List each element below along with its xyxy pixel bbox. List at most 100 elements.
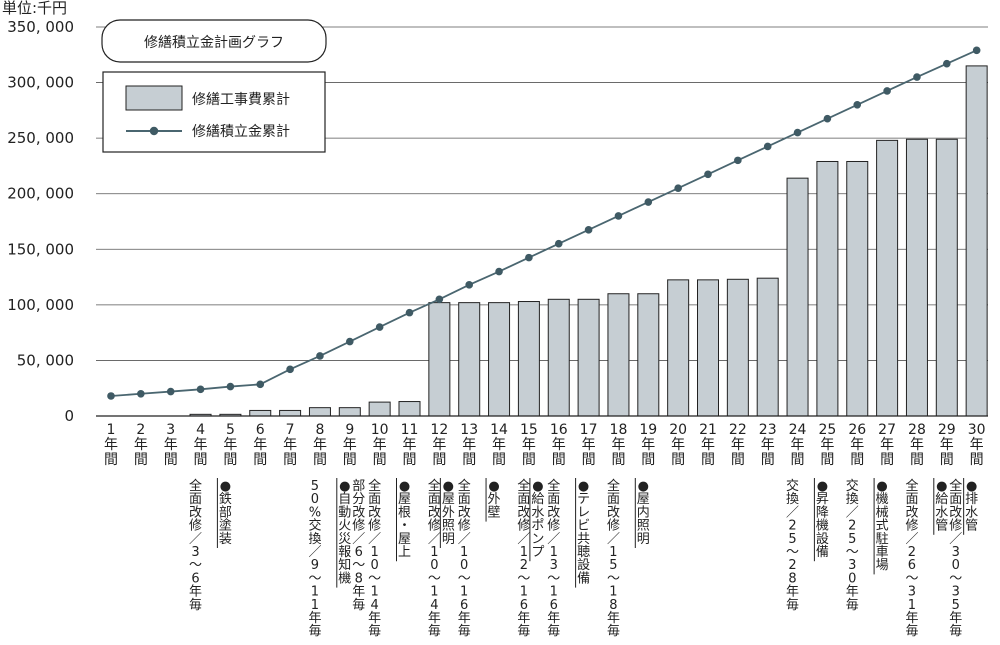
line-point bbox=[972, 46, 981, 55]
bar bbox=[607, 293, 630, 417]
bar bbox=[667, 279, 690, 417]
annotation: ●自動火災報知機 bbox=[336, 478, 351, 588]
bar-series bbox=[189, 65, 988, 417]
annotation: 全面改修／ 1 0 ～ 1 4 年毎 bbox=[368, 478, 381, 639]
line-point bbox=[734, 156, 742, 165]
bar bbox=[577, 298, 600, 417]
bar bbox=[338, 407, 361, 417]
x-tick-label: 13 年間 bbox=[460, 422, 478, 468]
bar bbox=[816, 160, 839, 417]
annotation-text: ●鉄部塗装 bbox=[219, 479, 232, 547]
line-point bbox=[405, 308, 414, 317]
x-tick-label: 1 年間 bbox=[104, 422, 118, 468]
legend: 修繕工事費累計 修繕積立金累計 bbox=[102, 71, 326, 153]
annotations: 全面改修／ 3 ～ 6 年毎 ●鉄部塗装 5 0 %交換／ 9 ～ 1 1 年毎 ●自動火災報知機部分改修／… bbox=[189, 478, 978, 639]
line-point bbox=[823, 114, 832, 123]
annotation: 交換／ 2 5 ～ 3 0 年毎 bbox=[846, 478, 859, 613]
legend-label-reserve-fund: 修繕積立金累計 bbox=[192, 124, 290, 140]
x-tick-label: 17 年間 bbox=[580, 422, 598, 468]
annotation-text: 全面改修／ 1 0 ～ 1 4 年毎 bbox=[428, 478, 441, 639]
x-tick-label: 22 年間 bbox=[729, 422, 747, 468]
x-tick-label: 3 年間 bbox=[164, 422, 178, 468]
y-tick-label: 250, 000 bbox=[7, 129, 74, 147]
y-tick-label: 200, 000 bbox=[7, 185, 74, 203]
annotation-text: 全面改修／ 3 ～ 6 年毎 bbox=[189, 478, 202, 613]
bar bbox=[905, 138, 928, 417]
annotation: 5 0 %交換／ 9 ～ 1 1 年毎 bbox=[308, 479, 321, 639]
bar bbox=[368, 401, 391, 417]
annotation-text: 全面改修／ 1 0 ～ 1 6 年毎 bbox=[458, 478, 471, 639]
bar bbox=[756, 277, 779, 417]
x-tick-label: 10 年間 bbox=[371, 422, 389, 468]
bar bbox=[458, 302, 481, 417]
x-tick-label: 15 年間 bbox=[520, 422, 538, 468]
x-tick-label: 2 年間 bbox=[134, 422, 148, 468]
y-tick-label: 0 bbox=[64, 407, 74, 425]
x-tick-label: 19 年間 bbox=[639, 422, 657, 468]
x-tick-label: 9 年間 bbox=[343, 422, 357, 468]
line-point bbox=[166, 387, 175, 396]
annotation-text: ●昇降機設備 bbox=[816, 479, 829, 560]
bar bbox=[547, 298, 570, 417]
y-tick-label: 300, 000 bbox=[7, 74, 74, 92]
x-tick-label: 20 年間 bbox=[669, 422, 687, 468]
bar bbox=[965, 65, 988, 417]
bar bbox=[249, 409, 272, 417]
annotation: ●外壁 bbox=[485, 478, 501, 522]
line-point bbox=[495, 267, 503, 276]
x-tick-label: 28 年間 bbox=[908, 422, 926, 468]
annotation-text: ●機械式駐車場 bbox=[876, 479, 889, 573]
bar bbox=[428, 302, 451, 417]
bar bbox=[637, 293, 660, 417]
annotation-text: ●屋内照明 bbox=[637, 479, 650, 547]
annotation: ●鉄部塗装 bbox=[216, 478, 232, 548]
bar bbox=[726, 278, 749, 417]
bar bbox=[398, 401, 421, 417]
x-tick-label: 30 年間 bbox=[968, 422, 986, 468]
line-point bbox=[763, 142, 772, 151]
line-point bbox=[465, 281, 474, 289]
y-tick-label: 100, 000 bbox=[7, 296, 74, 314]
line-point bbox=[913, 73, 921, 81]
x-tick-label: 16 年間 bbox=[550, 422, 568, 468]
bar bbox=[786, 177, 809, 417]
bar bbox=[876, 139, 899, 417]
line-point bbox=[793, 128, 802, 137]
annotation: 全面改修／ 1 2 ～ 1 6 年毎 bbox=[517, 478, 530, 639]
y-tick-label: 150, 000 bbox=[7, 240, 74, 258]
annotation: 全面改修／ 3 0 ～ 3 5 年毎 bbox=[949, 478, 962, 639]
annotation-text: 全面改修／ 1 5 ～ 1 8 年毎 bbox=[607, 478, 620, 639]
reserve-line bbox=[110, 49, 978, 397]
line-point bbox=[614, 212, 623, 220]
x-tick-label: 14 年間 bbox=[490, 422, 508, 468]
annotation: 交換／ 2 5 ～ 2 8 年毎 bbox=[786, 478, 799, 613]
line-point bbox=[316, 352, 324, 360]
x-tick-label: 7 年間 bbox=[283, 422, 297, 468]
y-tick-label: 350, 000 bbox=[7, 18, 74, 36]
annotation: ●テレビ共聴設備 bbox=[575, 478, 590, 588]
line-point bbox=[435, 295, 444, 304]
line-point bbox=[674, 184, 682, 192]
x-axis-ticks: 1 年間 2 年間 3 年間 4 年間 5 年間 6 年間 7 年間 8 年間 9 年間 10 年間 11 年間 12 年間 1… bbox=[104, 422, 986, 468]
line-point bbox=[226, 382, 235, 391]
line-point bbox=[584, 226, 593, 234]
annotation: ●屋根・屋上 bbox=[396, 478, 411, 562]
title-box bbox=[101, 19, 327, 63]
annotation: ●給水ポンプ bbox=[529, 478, 544, 562]
annotation: ●屋外照明 bbox=[439, 478, 455, 548]
x-tick-label: 25 年間 bbox=[818, 422, 836, 468]
x-tick-label: 12 年間 bbox=[430, 422, 448, 468]
y-axis-ticks: 0 50, 000 100, 000 150, 000 200, 000 250, 000… bbox=[7, 18, 74, 425]
x-tick-label: 11 年間 bbox=[401, 422, 419, 468]
line-point bbox=[853, 101, 862, 109]
x-tick-label: 23 年間 bbox=[759, 422, 777, 468]
annotation: 全面改修／ 3 ～ 6 年毎 bbox=[189, 478, 202, 613]
annotation-text: ●給水ポンプ bbox=[531, 479, 544, 560]
annotation: 全面改修／ 1 3 ～ 1 6 年毎 bbox=[547, 478, 560, 639]
bar bbox=[846, 160, 869, 417]
legend-line-marker bbox=[149, 126, 159, 136]
x-tick-label: 27 年間 bbox=[878, 422, 896, 468]
annotation-text: 全面改修／ 1 2 ～ 1 6 年毎 bbox=[517, 478, 530, 639]
annotation: 全面改修／ 1 0 ～ 1 4 年毎 bbox=[428, 478, 441, 639]
